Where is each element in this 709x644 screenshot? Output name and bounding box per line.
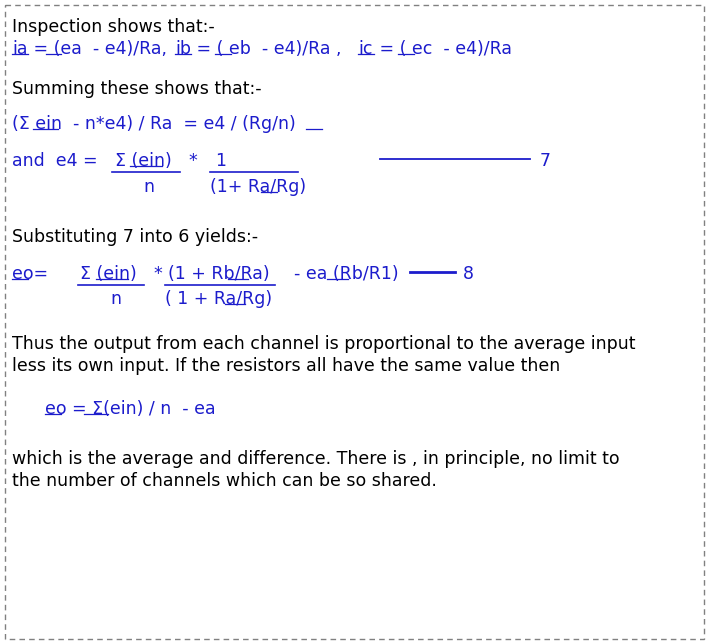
Text: =: = xyxy=(28,265,70,283)
Text: *: * xyxy=(153,265,162,283)
Text: Substituting 7 into 6 yields:-: Substituting 7 into 6 yields:- xyxy=(12,228,258,246)
Text: = ( eb  - e4)/Ra ,: = ( eb - e4)/Ra , xyxy=(191,40,358,58)
Text: 1: 1 xyxy=(215,152,226,170)
Text: Inspection shows that:-: Inspection shows that:- xyxy=(12,18,215,36)
Text: (1 + Rb/Ra): (1 + Rb/Ra) xyxy=(168,265,269,283)
Text: = (ea  - e4)/Ra,: = (ea - e4)/Ra, xyxy=(28,40,184,58)
Text: which is the average and difference. There is , in principle, no limit to: which is the average and difference. The… xyxy=(12,450,620,468)
Text: ( 1 + Ra/Rg): ( 1 + Ra/Rg) xyxy=(165,290,272,308)
Text: = ( ec  - e4)/Ra: = ( ec - e4)/Ra xyxy=(374,40,512,58)
Text: *: * xyxy=(188,152,197,170)
Text: - ea (Rb/R1): - ea (Rb/R1) xyxy=(283,265,398,283)
Text: eo: eo xyxy=(45,400,67,418)
Text: and  e4 =: and e4 = xyxy=(12,152,103,170)
Text: (1+ Ra/Rg): (1+ Ra/Rg) xyxy=(210,178,306,196)
Text: 8: 8 xyxy=(463,265,474,283)
Text: ib: ib xyxy=(175,40,191,58)
Text: Σ (ein): Σ (ein) xyxy=(80,265,137,283)
Text: 7: 7 xyxy=(540,152,551,170)
Text: = Σ(ein) / n  - ea: = Σ(ein) / n - ea xyxy=(61,400,216,418)
Text: Thus the output from each channel is proportional to the average input: Thus the output from each channel is pro… xyxy=(12,335,635,353)
Text: Σ (ein): Σ (ein) xyxy=(115,152,172,170)
Text: ia: ia xyxy=(12,40,28,58)
Text: n: n xyxy=(143,178,154,196)
Text: (Σ ein  - n*e4) / Ra  = e4 / (Rg/n): (Σ ein - n*e4) / Ra = e4 / (Rg/n) xyxy=(12,115,296,133)
Text: Summing these shows that:-: Summing these shows that:- xyxy=(12,80,262,98)
Text: n: n xyxy=(110,290,121,308)
Text: eo: eo xyxy=(12,265,33,283)
Text: the number of channels which can be so shared.: the number of channels which can be so s… xyxy=(12,472,437,490)
Text: less its own input. If the resistors all have the same value then: less its own input. If the resistors all… xyxy=(12,357,560,375)
Text: ic: ic xyxy=(358,40,372,58)
